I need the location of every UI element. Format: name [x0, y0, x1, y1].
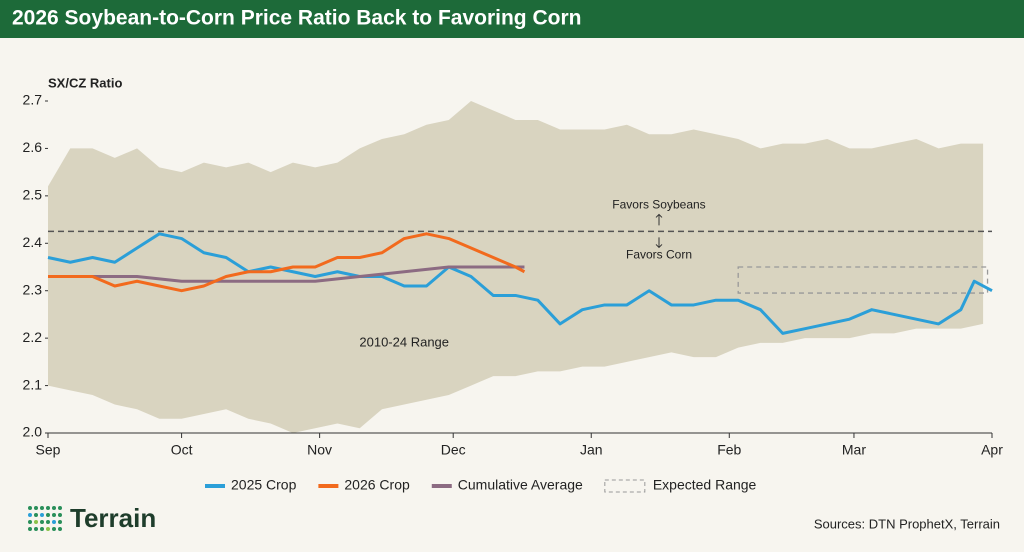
legend-label: Cumulative Average [458, 477, 583, 493]
y-tick-label: 2.1 [23, 376, 43, 392]
x-tick-label: Feb [717, 442, 741, 458]
y-axis-label: SX/CZ Ratio [48, 75, 122, 90]
x-tick-label: Apr [981, 442, 1003, 458]
x-tick-label: Jan [580, 442, 603, 458]
y-tick-label: 2.3 [23, 281, 43, 297]
y-tick-label: 2.0 [23, 424, 43, 440]
annotation: Favors Corn [626, 248, 692, 262]
series-line [48, 265, 525, 283]
y-tick-label: 2.6 [23, 139, 43, 155]
legend-label: Expected Range [653, 477, 757, 493]
logo-dots [28, 506, 62, 531]
x-tick-label: Oct [171, 442, 193, 458]
chart-title: 2026 Soybean-to-Corn Price Ratio Back to… [12, 7, 581, 30]
header-bar [0, 0, 1024, 38]
x-tick-label: Dec [441, 442, 466, 458]
legend-label: 2025 Crop [231, 477, 297, 493]
x-tick-label: Sep [36, 442, 61, 458]
expected-range [737, 266, 989, 294]
x-tick-label: Mar [842, 442, 866, 458]
series-line [48, 232, 526, 293]
x-tick-label: Nov [307, 442, 332, 458]
series-line [47, 232, 993, 335]
legend-swatch [604, 479, 646, 493]
source: Sources: DTN ProphetX, Terrain [814, 516, 1000, 531]
y-tick-label: 2.4 [23, 234, 43, 250]
y-tick-label: 2.2 [23, 329, 43, 345]
band-label: 2010-24 Range [359, 334, 449, 349]
y-tick-label: 2.7 [23, 92, 43, 108]
legend-label: 2026 Crop [344, 477, 410, 493]
arrow [655, 213, 663, 249]
annotation: Favors Soybeans [612, 198, 705, 212]
logo-text: Terrain [70, 503, 156, 533]
y-tick-label: 2.5 [23, 187, 43, 203]
